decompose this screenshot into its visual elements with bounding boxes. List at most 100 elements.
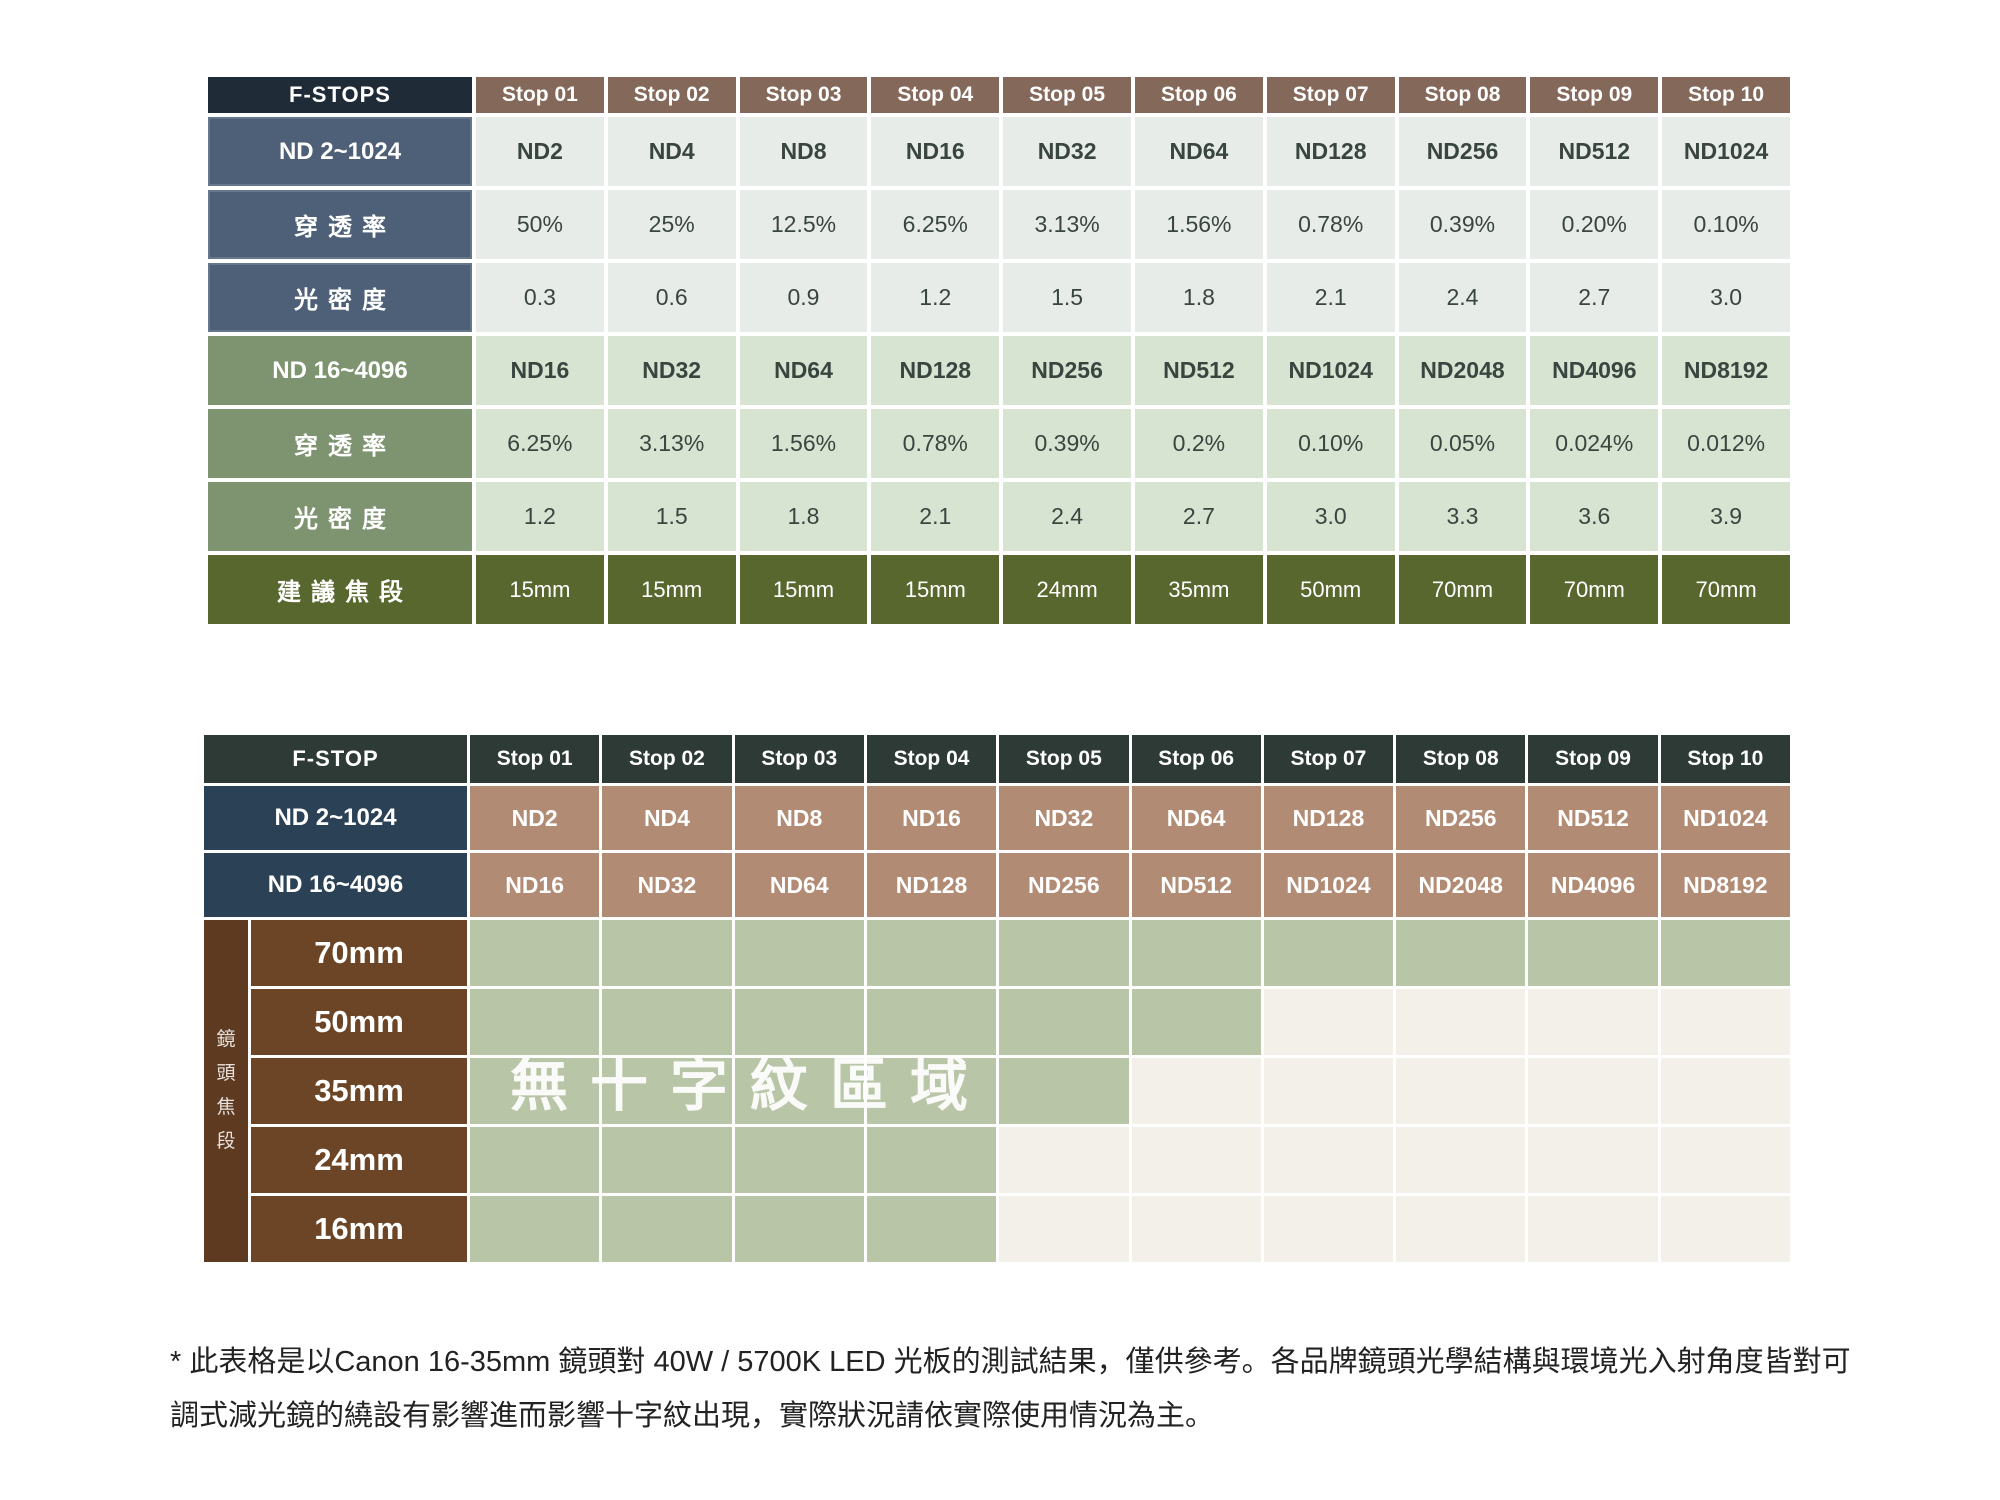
t2-focal-label: 35mm (251, 1058, 467, 1124)
t1-cell: ND2048 (1398, 336, 1527, 405)
t2-nd-cell: ND128 (866, 853, 997, 917)
t2-focal-row: 16mm (251, 1196, 1790, 1262)
t2-nd-cell: ND8192 (1660, 853, 1790, 917)
cross-pattern-table: 無十字紋區域 F-STOP Stop 01 Stop 02 Stop 03 Stop 0… (204, 735, 1790, 1262)
t1-cell: ND1024 (1266, 336, 1395, 405)
t1-cell: 25% (607, 190, 736, 259)
t2-chart-cell (1660, 1058, 1790, 1124)
t2-nd-cell: ND2048 (1396, 853, 1526, 917)
t1-cell: 15mm (739, 555, 868, 624)
t2-chart-cell (999, 989, 1129, 1055)
t2-chart-cell (866, 1196, 997, 1262)
t1-cell: 0.2% (1135, 409, 1263, 478)
t2-chart-cell (999, 920, 1129, 986)
t1-cell: ND64 (1135, 117, 1263, 186)
t1-cell: 15mm (476, 555, 604, 624)
t1-cell: 1.5 (607, 482, 736, 551)
t2-focal-label: 50mm (251, 989, 467, 1055)
t1-stop-header: Stop 05 (1003, 77, 1131, 113)
t1-row-label: 穿透率 (208, 409, 472, 478)
t2-nd-cell: ND128 (1263, 786, 1394, 850)
t1-cell: ND64 (739, 336, 868, 405)
t2-stop-header: Stop 02 (602, 735, 732, 783)
t1-cell: 0.9 (739, 263, 868, 332)
t1-cell: 0.10% (1266, 409, 1395, 478)
t1-stop-header: Stop 02 (607, 77, 736, 113)
t2-chart-cell (734, 1058, 864, 1124)
t1-cell: 0.6 (607, 263, 736, 332)
t2-stop-header: Stop 05 (999, 735, 1129, 783)
t2-stop-header: Stop 10 (1660, 735, 1790, 783)
t2-nd-cell: ND64 (1131, 786, 1261, 850)
t1-row-label: 建議焦段 (208, 555, 472, 624)
t1-cell: 1.56% (1135, 190, 1263, 259)
t1-cell: 70mm (1398, 555, 1527, 624)
footnote-line-2: 調式減光鏡的繞設有影響進而影響十字紋出現，實際狀況請依實際使用情況為主。 (170, 1399, 1215, 1432)
t1-stop-header: Stop 06 (1135, 77, 1263, 113)
t1-row-label: 光密度 (208, 263, 472, 332)
t1-cell: 70mm (1530, 555, 1659, 624)
t2-chart-cell (1396, 1058, 1526, 1124)
t2-nd-cell: ND16 (866, 786, 997, 850)
t2-chart-cell (1528, 1127, 1658, 1193)
t1-cell: ND8 (739, 117, 868, 186)
t1-cell: ND256 (1398, 117, 1527, 186)
t2-chart-cell (602, 1058, 732, 1124)
t1-cell: 3.0 (1266, 482, 1395, 551)
t1-cell: 2.1 (1266, 263, 1395, 332)
t1-stop-header: Stop 09 (1530, 77, 1659, 113)
t1-cell: 50% (476, 190, 604, 259)
t2-chart-cell (470, 989, 600, 1055)
t1-cell: ND16 (871, 117, 1000, 186)
t1-cell: 35mm (1135, 555, 1263, 624)
t2-chart-cell (1660, 1127, 1790, 1193)
t2-chart-area: 鏡頭焦段 70mm 50mm 35mm 24mm 16mm (204, 920, 1790, 1262)
footnote-line-1: * 此表格是以Canon 16-35mm 鏡頭對 40W / 5700K LED… (170, 1346, 1851, 1378)
t2-chart-cell (1263, 1058, 1394, 1124)
t1-cell: 24mm (1003, 555, 1131, 624)
t1-cell: 6.25% (871, 190, 1000, 259)
t2-chart-cell (1660, 989, 1790, 1055)
t1-cell: ND4 (607, 117, 736, 186)
t2-chart-cell (1131, 1127, 1261, 1193)
t1-cell: 3.6 (1530, 482, 1659, 551)
t2-chart-cell (602, 1196, 732, 1262)
t2-side-label: 鏡頭焦段 (204, 920, 248, 1262)
t2-focal-label: 16mm (251, 1196, 467, 1262)
t2-nd-label: ND 16~4096 (204, 853, 467, 917)
t1-cell: 1.2 (476, 482, 604, 551)
t1-cell: 3.13% (1003, 190, 1131, 259)
t1-cell: 50mm (1266, 555, 1395, 624)
t2-chart-cell (734, 1196, 864, 1262)
t2-chart-cell (1396, 920, 1526, 986)
t1-cell: 0.024% (1530, 409, 1659, 478)
t2-chart-cell (1263, 920, 1394, 986)
t2-nd-row: ND 16~4096 ND16 ND32 ND64 ND128 ND256 ND512 ND1… (204, 853, 1790, 917)
t1-cell: 0.10% (1662, 190, 1790, 259)
t2-chart-cell (1396, 989, 1526, 1055)
t1-cell: 0.3 (476, 263, 604, 332)
t2-nd-cell: ND64 (734, 853, 864, 917)
t2-chart-cell (602, 989, 732, 1055)
t2-nd-cell: ND32 (999, 786, 1129, 850)
t2-stop-header: Stop 04 (866, 735, 997, 783)
t1-stop-header: Stop 07 (1266, 77, 1395, 113)
t1-stop-header: Stop 08 (1398, 77, 1527, 113)
t2-nd-cell: ND2 (470, 786, 600, 850)
t2-chart-cell (1131, 1058, 1261, 1124)
t2-nd-cell: ND16 (470, 853, 600, 917)
t2-stop-header: Stop 01 (470, 735, 600, 783)
t1-cell: 3.13% (607, 409, 736, 478)
t1-cell: 0.39% (1398, 190, 1527, 259)
t2-chart-cell (1528, 1058, 1658, 1124)
t1-cell: 2.4 (1398, 263, 1527, 332)
t1-cell: ND128 (1266, 117, 1395, 186)
t1-stop-header: Stop 04 (871, 77, 1000, 113)
t2-chart-cell (470, 920, 600, 986)
t1-cell: 2.7 (1135, 482, 1263, 551)
t2-chart-cell (866, 989, 997, 1055)
t1-cell: ND2 (476, 117, 604, 186)
t2-chart-cell (602, 920, 732, 986)
t2-chart-cell (1131, 1196, 1261, 1262)
